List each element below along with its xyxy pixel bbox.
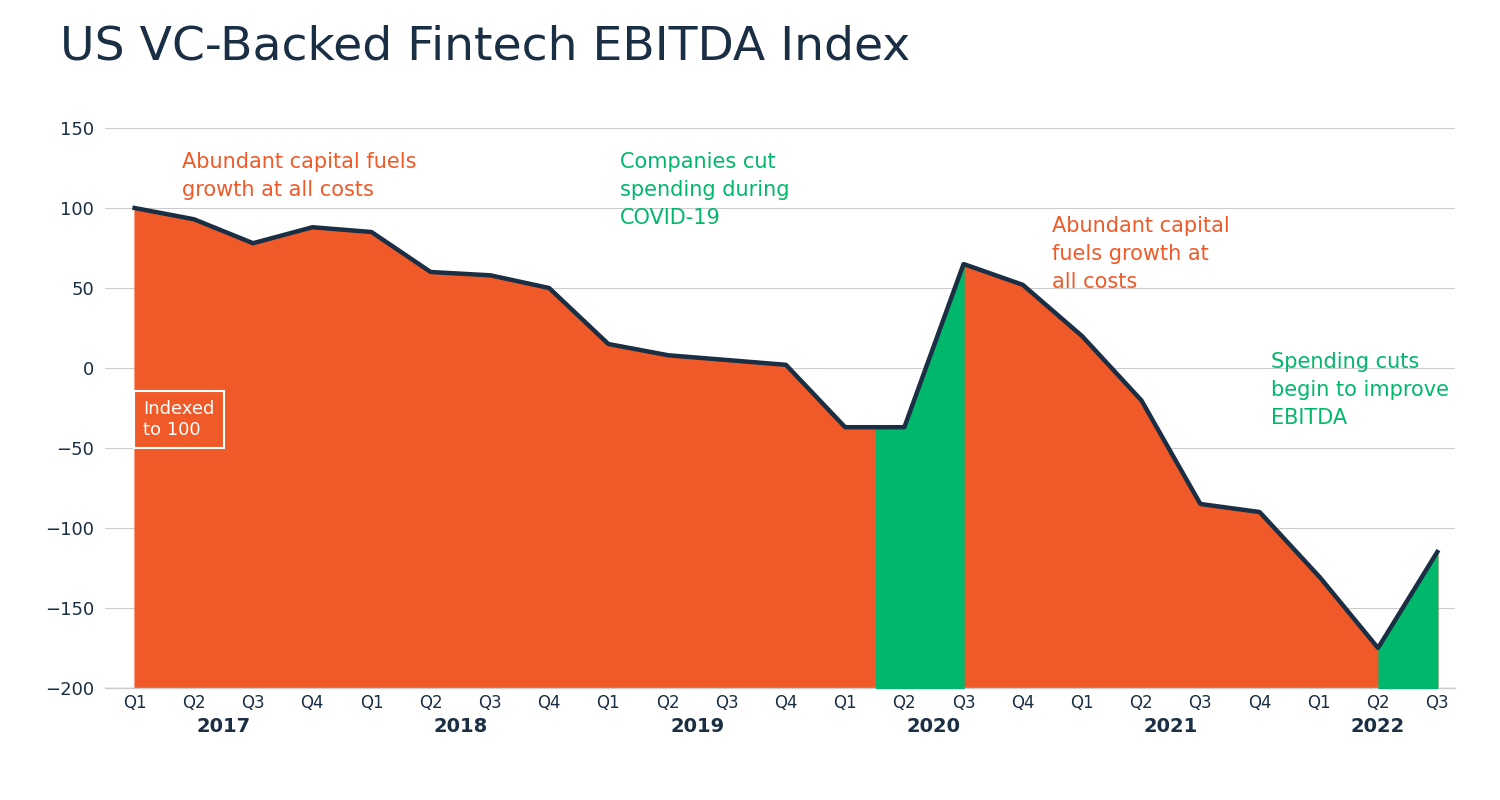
Text: 2019: 2019 [670,717,724,736]
Text: Spending cuts
begin to improve
EBITDA: Spending cuts begin to improve EBITDA [1272,352,1449,428]
Text: 2022: 2022 [1352,717,1406,736]
Text: Abundant capital
fuels growth at
all costs: Abundant capital fuels growth at all cos… [1053,216,1230,292]
Text: Abundant capital fuels
growth at all costs: Abundant capital fuels growth at all cos… [182,152,417,200]
Text: 2021: 2021 [1143,717,1198,736]
Text: US VC-Backed Fintech EBITDA Index: US VC-Backed Fintech EBITDA Index [60,24,910,69]
Text: Companies cut
spending during
COVID-19: Companies cut spending during COVID-19 [620,152,789,228]
Text: Indexed
to 100: Indexed to 100 [144,400,214,438]
Text: 2018: 2018 [433,717,488,736]
Text: 2017: 2017 [196,717,250,736]
Text: 2020: 2020 [908,717,962,736]
